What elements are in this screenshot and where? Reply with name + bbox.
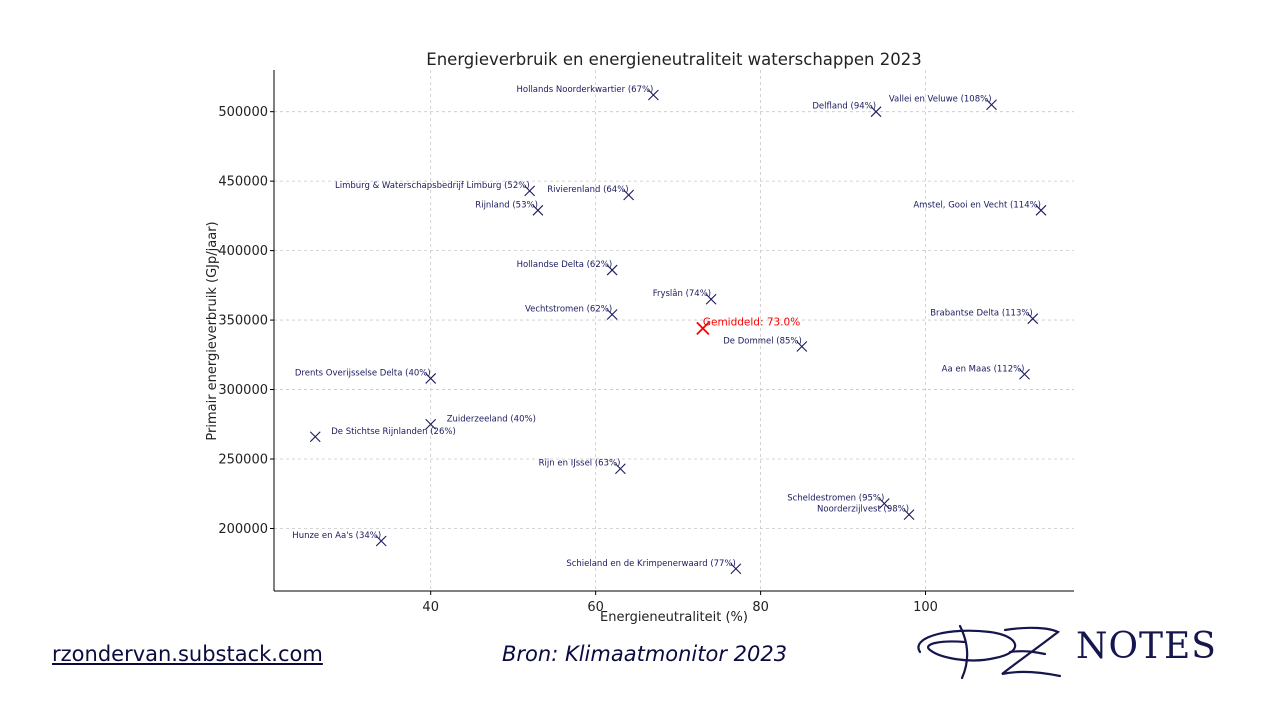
data-point-marker — [1019, 368, 1030, 380]
average-label: Gemiddeld: 73.0% — [703, 316, 800, 328]
data-point-label: Fryslân (74%) — [653, 289, 711, 299]
data-point-marker — [375, 535, 387, 547]
y-tick-label: 500000 — [218, 105, 268, 120]
data-point-marker — [615, 463, 626, 475]
data-point-label: Schieland en de Krimpenerwaard (77%) — [566, 559, 736, 569]
data-point-marker — [796, 341, 808, 352]
data-point-label: Rijn en IJssel (63%) — [539, 459, 621, 469]
chart-title: Energieverbruik en energieneutraliteit w… — [426, 50, 921, 69]
y-tick-label: 250000 — [218, 453, 268, 468]
x-tick-label: 40 — [422, 600, 439, 615]
data-point-marker — [425, 418, 437, 430]
y-tick-label: 300000 — [218, 383, 268, 398]
data-point-label: Vallei en Veluwe (108%) — [889, 95, 992, 105]
data-point-marker — [524, 185, 536, 197]
x-axis-label: Energieneutraliteit (%) — [600, 610, 748, 625]
data-point-label: De Stichtse Rijnlanden (26%) — [331, 427, 456, 437]
rz-monogram-logo — [917, 624, 1062, 680]
data-point-label: Rijnland (53%) — [475, 200, 538, 210]
data-point-label: Aa en Maas (112%) — [942, 364, 1025, 374]
y-tick-label: 350000 — [218, 314, 268, 329]
data-point-label: Hollandse Delta (62%) — [517, 260, 613, 270]
x-tick-label: 60 — [587, 600, 604, 615]
data-point-marker — [1035, 204, 1047, 216]
y-tick-label: 200000 — [218, 522, 268, 537]
substack-link[interactable]: rzondervan.substack.com — [52, 642, 323, 666]
data-point-marker — [705, 293, 717, 305]
data-point-label: Hunze en Aa's (34%) — [292, 531, 381, 541]
data-point-label: Limburg & Waterschapsbedrijf Limburg (52… — [335, 181, 530, 191]
x-tick-label: 100 — [913, 600, 938, 615]
grid-lines — [274, 70, 1074, 591]
y-axis-label: Primair energieverbruik (GJp/jaar) — [205, 221, 220, 440]
data-point-label: Vechtstromen (62%) — [525, 305, 612, 315]
data-point-label: Zuiderzeeland (40%) — [447, 414, 536, 424]
data-point-marker — [903, 509, 915, 520]
data-point-marker — [425, 373, 437, 384]
average-marker — [696, 321, 710, 336]
data-point-marker — [532, 204, 544, 216]
data-point-marker — [986, 99, 997, 111]
data-points: Hollands Noorderkwartier (67%) Delfland (… — [292, 85, 1047, 575]
data-point-marker — [1027, 313, 1039, 325]
data-point-label: Brabantse Delta (113%) — [930, 309, 1033, 319]
x-tick-label: 80 — [752, 600, 769, 615]
data-point-label: Scheldestromen (95%) — [787, 493, 884, 503]
data-point-marker — [309, 431, 321, 443]
data-point-marker — [606, 264, 618, 276]
data-point-label: Amstel, Gooi en Vecht (114%) — [913, 200, 1041, 210]
data-point-marker — [878, 498, 890, 509]
data-point-label: Delfland (94%) — [812, 102, 876, 112]
axes — [273, 70, 1074, 592]
y-tick-label: 400000 — [218, 244, 268, 259]
data-point-label: Drents Overijsselse Delta (40%) — [295, 368, 431, 378]
data-point-label: Rivierenland (64%) — [547, 185, 628, 195]
data-point-label: De Dommel (85%) — [723, 336, 802, 346]
source-note: Bron: Klimaatmonitor 2023 — [502, 642, 788, 666]
data-point-marker — [870, 106, 882, 118]
data-point-label: Noorderzijlvest (98%) — [817, 505, 909, 515]
logo-wordmark: NOTES — [1076, 626, 1217, 667]
data-point-marker — [606, 309, 618, 320]
y-tick-label: 450000 — [218, 175, 268, 190]
data-point-marker — [623, 189, 635, 201]
data-point-marker — [647, 89, 659, 101]
data-point-label: Hollands Noorderkwartier (67%) — [516, 85, 653, 95]
data-point-marker — [730, 563, 742, 575]
ticks: 40 60 80 100 200000 250000 300000 350000 400000 4… — [218, 105, 938, 615]
